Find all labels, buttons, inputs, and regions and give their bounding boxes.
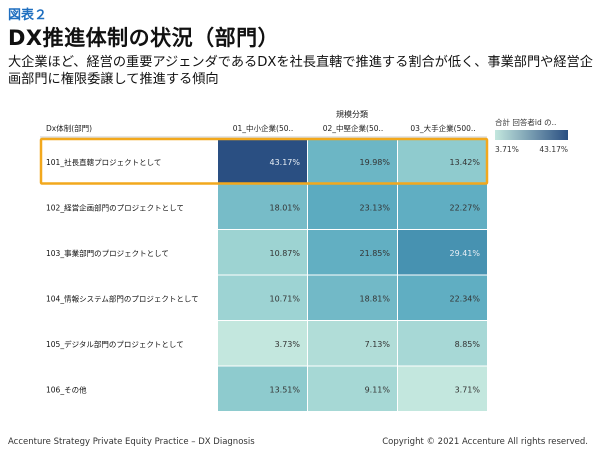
- page-subtitle: 大企業ほど、経営の重要アジェンダであるDXを社長直轄で推進する割合が低く、事業部…: [8, 55, 593, 87]
- legend-title: 合計 回答者id の..: [495, 117, 556, 127]
- page-title: DX推進体制の状況（部門）: [8, 26, 280, 50]
- heatmap-cell: [308, 230, 397, 275]
- cell-value-label: 43.17%: [269, 158, 300, 167]
- row-label: 103_事業部門のプロジェクトとして: [46, 248, 169, 258]
- cell-value-label: 29.41%: [449, 249, 480, 258]
- footer-copyright: Copyright © 2021 Accenture All rights re…: [382, 437, 588, 447]
- cell-value-label: 7.13%: [365, 340, 391, 349]
- cell-value-label: 9.11%: [365, 385, 391, 394]
- heatmap-cell: [398, 366, 487, 411]
- cell-value-label: 18.01%: [269, 203, 300, 212]
- heatmap-cell: [398, 321, 487, 366]
- footer-left: Accenture Strategy Private Equity Practi…: [8, 437, 255, 447]
- heatmap-cell: [308, 275, 397, 320]
- row-label: 105_デジタル部門のプロジェクトとして: [46, 339, 184, 349]
- cell-value-label: 21.85%: [359, 249, 390, 258]
- column-header: 01_中小企業(50..: [233, 123, 294, 133]
- cell-value-label: 13.42%: [449, 158, 480, 167]
- figure-label: 図表２: [8, 8, 48, 23]
- heatmap-cell: [398, 230, 487, 275]
- heatmap-cell: [218, 184, 307, 229]
- cell-value-label: 22.27%: [449, 203, 480, 212]
- highlight-box: [39, 137, 489, 185]
- cell-value-label: 18.81%: [359, 294, 390, 303]
- cell-value-label: 23.13%: [359, 203, 390, 212]
- heatmap-cell: [218, 230, 307, 275]
- heatmap-cell: [218, 139, 307, 184]
- cell-value-label: 22.34%: [449, 294, 480, 303]
- heatmap-cell: [308, 321, 397, 366]
- heatmap-cell: [398, 184, 487, 229]
- heatmap-cell: [218, 275, 307, 320]
- heatmap-cell: [308, 139, 397, 184]
- heatmap-cell: [308, 366, 397, 411]
- heatmap-cell: [398, 275, 487, 320]
- legend-gradient: [495, 130, 568, 140]
- heatmap-cell: [308, 184, 397, 229]
- cell-value-label: 13.51%: [269, 385, 300, 394]
- heatmap-cell: [218, 321, 307, 366]
- cell-value-label: 10.71%: [269, 294, 300, 303]
- column-header: 03_大手企業(500..: [410, 123, 475, 133]
- row-label: 101_社長直轄プロジェクトとして: [46, 157, 161, 167]
- heatmap-cell: [398, 139, 487, 184]
- row-label: 106_その他: [46, 384, 87, 394]
- row-header-label: Dx体制(部門): [46, 123, 92, 133]
- cell-value-label: 3.71%: [455, 385, 481, 394]
- legend-min-label: 3.71%: [495, 145, 519, 154]
- row-label: 104_情報システム部門のプロジェクトとして: [46, 293, 199, 303]
- cell-value-label: 10.87%: [269, 249, 300, 258]
- row-label: 102_経営企画部門のプロジェクトとして: [46, 202, 184, 212]
- cell-value-label: 8.85%: [455, 340, 481, 349]
- column-group-label: 規模分類: [336, 109, 368, 119]
- heatmap-cell: [218, 366, 307, 411]
- cell-value-label: 19.98%: [359, 158, 390, 167]
- cell-value-label: 3.73%: [275, 340, 301, 349]
- legend-max-label: 43.17%: [539, 145, 568, 154]
- color-legend: 合計 回答者id の.. 3.71% 43.17%: [495, 117, 568, 154]
- column-header: 02_中堅企業(50..: [323, 123, 384, 133]
